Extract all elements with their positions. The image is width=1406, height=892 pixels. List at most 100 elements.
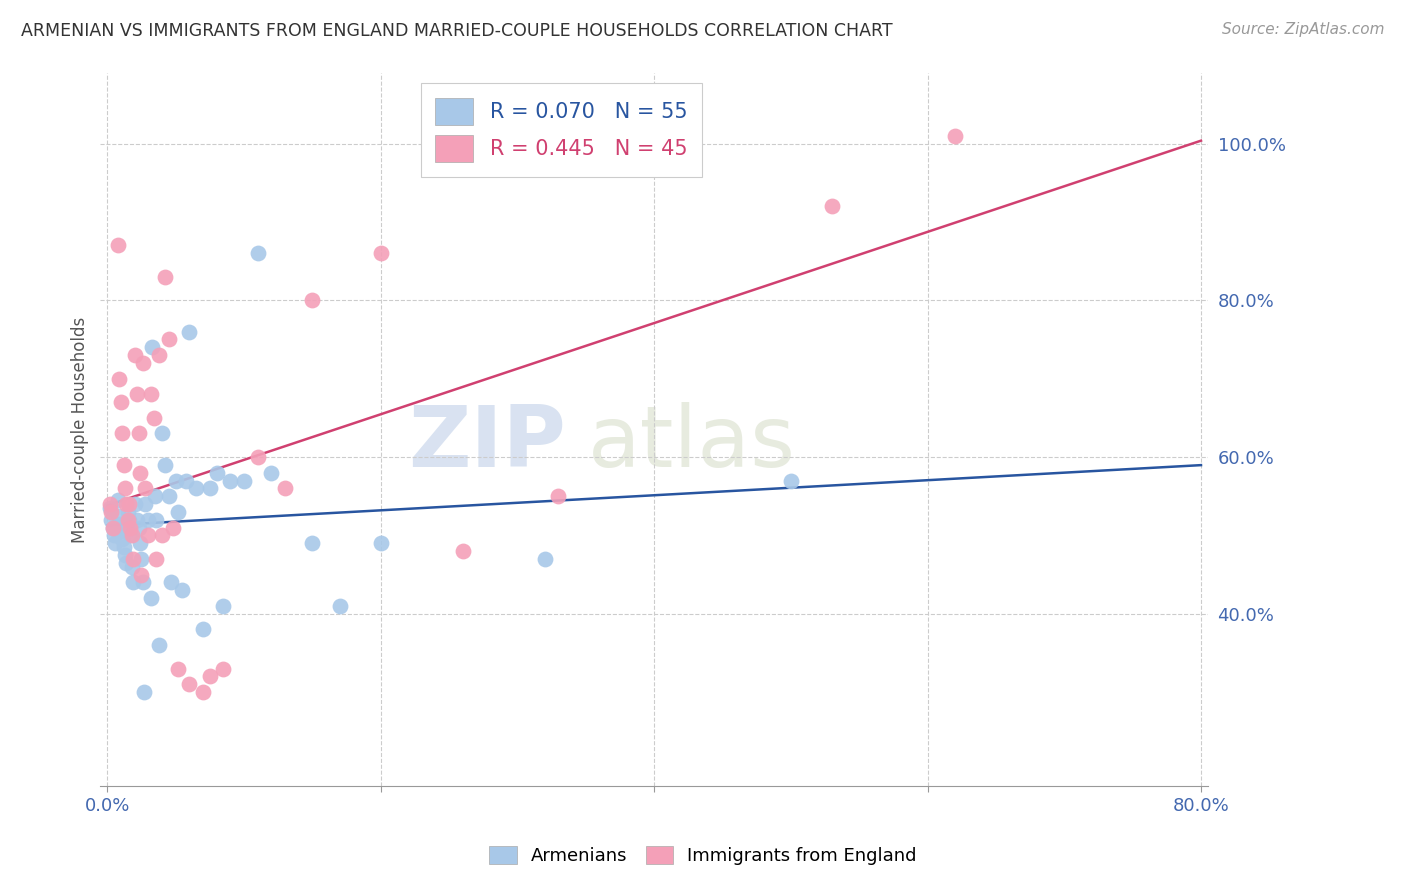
Point <box>114 548 136 562</box>
Point <box>179 325 201 339</box>
Point <box>128 426 150 441</box>
Point <box>124 348 146 362</box>
Point <box>260 466 283 480</box>
Point <box>165 474 187 488</box>
Point <box>176 474 198 488</box>
Point <box>301 536 323 550</box>
Point <box>142 410 165 425</box>
Point <box>117 505 139 519</box>
Point <box>100 513 122 527</box>
Point <box>120 520 142 534</box>
Point <box>110 524 132 539</box>
Point <box>143 489 166 503</box>
Point <box>120 528 142 542</box>
Point <box>107 238 129 252</box>
Point <box>205 466 228 480</box>
Point <box>121 559 143 574</box>
Point <box>162 520 184 534</box>
Point <box>127 513 149 527</box>
Point <box>779 474 801 488</box>
Point <box>329 599 352 613</box>
Point <box>153 458 176 472</box>
Text: Source: ZipAtlas.com: Source: ZipAtlas.com <box>1222 22 1385 37</box>
Point <box>246 450 269 464</box>
Point <box>98 497 121 511</box>
Point <box>160 575 183 590</box>
Point <box>101 520 124 534</box>
Point <box>943 128 966 143</box>
Point <box>112 458 135 472</box>
Point <box>150 426 173 441</box>
Point <box>132 575 155 590</box>
Point <box>134 481 156 495</box>
Legend: R = 0.070   N = 55, R = 0.445   N = 45: R = 0.070 N = 55, R = 0.445 N = 45 <box>420 83 702 177</box>
Point <box>274 481 297 495</box>
Point <box>103 803 125 817</box>
Point <box>131 552 153 566</box>
Point <box>104 536 127 550</box>
Point <box>148 638 170 652</box>
Point <box>370 536 392 550</box>
Point <box>122 575 145 590</box>
Point <box>131 567 153 582</box>
Point <box>111 533 134 547</box>
Point <box>121 528 143 542</box>
Point <box>129 536 152 550</box>
Point <box>145 513 167 527</box>
Point <box>136 513 159 527</box>
Point <box>108 508 131 523</box>
Point <box>112 540 135 554</box>
Point <box>153 269 176 284</box>
Y-axis label: Married-couple Households: Married-couple Households <box>72 317 89 542</box>
Point <box>117 513 139 527</box>
Point <box>129 466 152 480</box>
Point <box>139 591 162 605</box>
Point <box>115 497 138 511</box>
Point <box>198 669 221 683</box>
Point <box>132 356 155 370</box>
Point <box>184 481 207 495</box>
Point <box>128 520 150 534</box>
Point <box>547 489 569 503</box>
Point <box>114 481 136 495</box>
Point <box>198 481 221 495</box>
Point <box>98 500 121 515</box>
Point <box>145 552 167 566</box>
Text: ARMENIAN VS IMMIGRANTS FROM ENGLAND MARRIED-COUPLE HOUSEHOLDS CORRELATION CHART: ARMENIAN VS IMMIGRANTS FROM ENGLAND MARR… <box>21 22 893 40</box>
Text: ZIP: ZIP <box>408 402 565 485</box>
Point <box>100 505 122 519</box>
Point <box>148 348 170 362</box>
Point <box>212 599 235 613</box>
Point <box>821 199 844 213</box>
Point <box>136 528 159 542</box>
Point <box>370 246 392 260</box>
Point <box>219 474 242 488</box>
Point <box>167 662 190 676</box>
Point <box>191 623 214 637</box>
Point <box>157 489 180 503</box>
Point <box>533 552 555 566</box>
Point <box>110 516 132 531</box>
Point <box>212 662 235 676</box>
Point <box>124 497 146 511</box>
Point <box>101 520 124 534</box>
Point <box>103 528 125 542</box>
Point <box>191 685 214 699</box>
Text: atlas: atlas <box>588 402 796 485</box>
Point <box>172 583 194 598</box>
Point <box>246 246 269 260</box>
Point <box>118 513 141 527</box>
Point <box>141 340 163 354</box>
Point <box>107 493 129 508</box>
Point <box>139 387 162 401</box>
Point <box>150 528 173 542</box>
Point <box>127 387 149 401</box>
Point <box>179 677 201 691</box>
Point <box>157 333 180 347</box>
Point <box>451 544 474 558</box>
Point <box>108 371 131 385</box>
Point <box>301 293 323 308</box>
Point <box>115 556 138 570</box>
Point <box>111 426 134 441</box>
Point <box>232 474 254 488</box>
